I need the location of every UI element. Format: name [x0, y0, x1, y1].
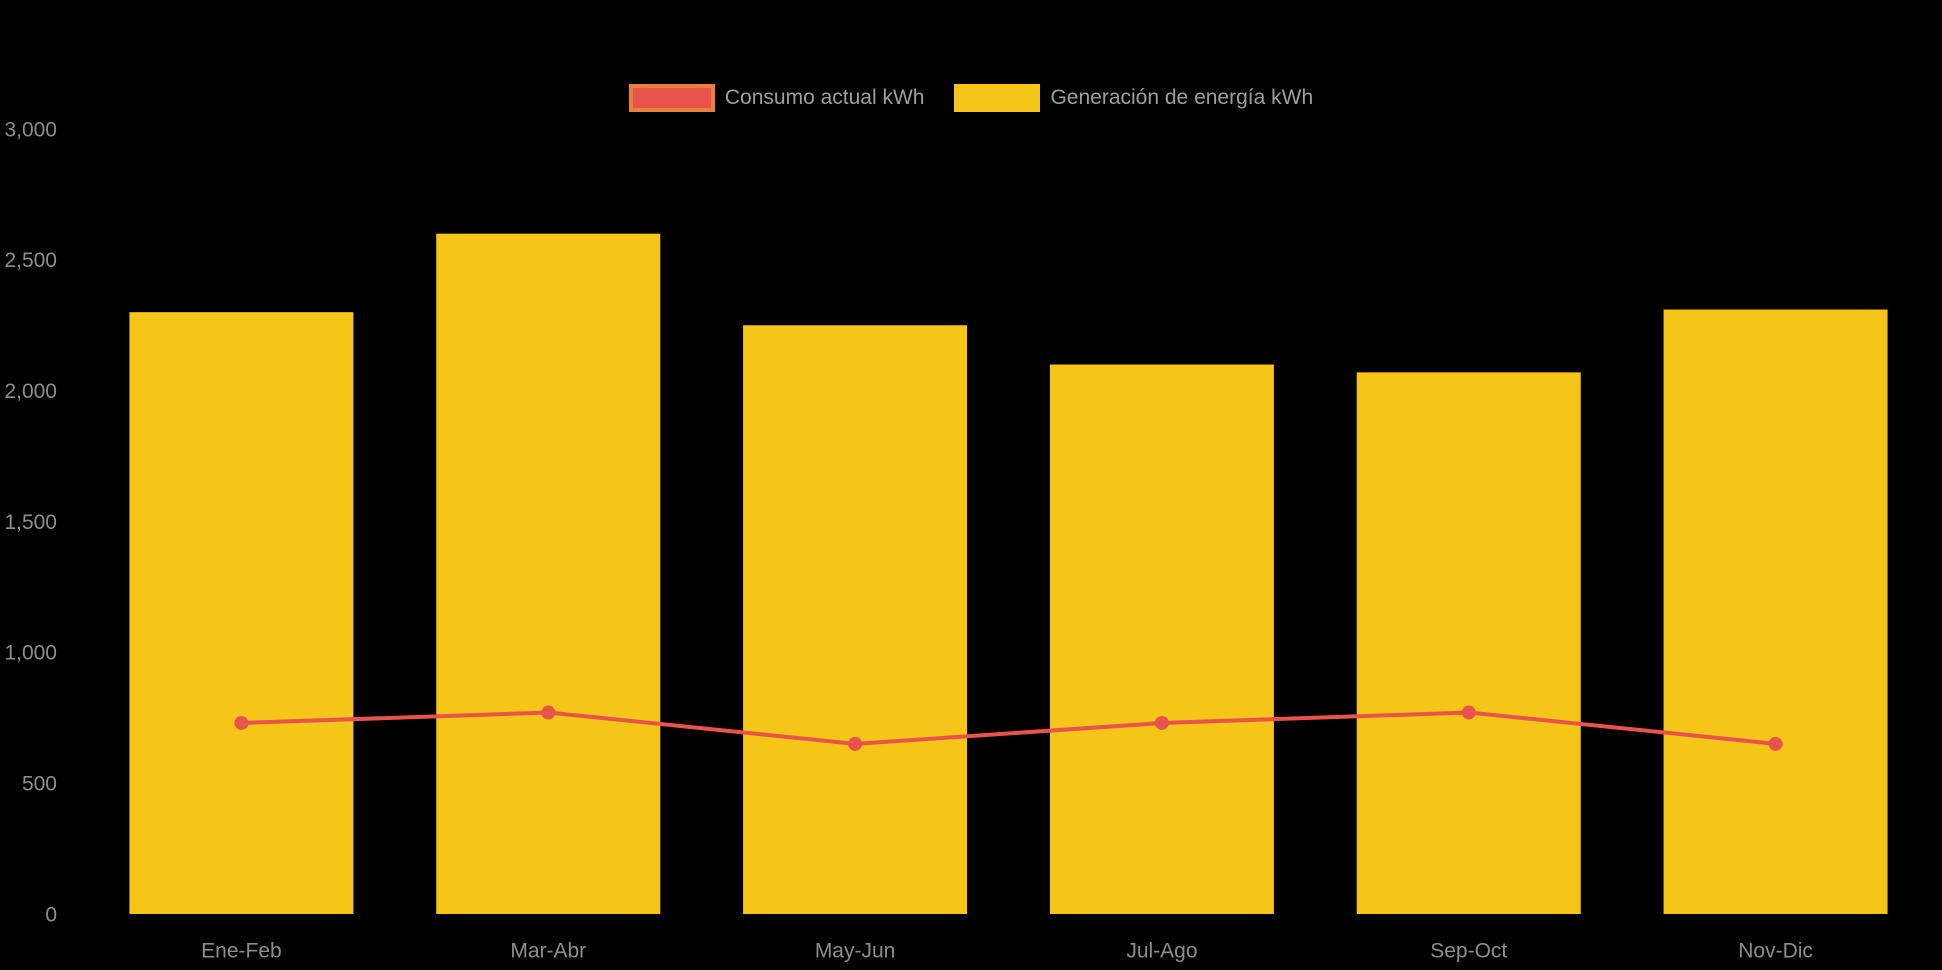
y-tick-label: 2,500 — [4, 249, 57, 272]
y-tick-label: 1,000 — [4, 642, 57, 665]
bar-nov-dic — [1663, 309, 1888, 914]
x-tick-label: Ene-Feb — [201, 939, 282, 962]
x-tick-label: Sep-Oct — [1430, 939, 1507, 962]
y-axis-labels: 0 500 1,000 1,500 2,000 2,500 3,000 — [4, 118, 57, 926]
line-point-may-jun — [848, 736, 863, 751]
bar-ene-feb — [129, 312, 354, 915]
legend-item-generacion[interactable]: Generación de energía kWh — [954, 84, 1313, 112]
bar-jul-ago — [1049, 364, 1274, 914]
x-tick-label: Jul-Ago — [1126, 939, 1197, 962]
bar-may-jun — [743, 325, 968, 914]
x-axis-labels: Ene-Feb Mar-Abr May-Jun Jul-Ago Sep-Oct Nov-D… — [201, 939, 1813, 962]
chart-legend: Consumo actual kWh Generación de energía … — [0, 84, 1942, 112]
y-tick-label: 3,000 — [4, 118, 57, 141]
line-point-nov-dic — [1768, 736, 1783, 751]
legend-label: Consumo actual kWh — [724, 86, 925, 109]
y-tick-label: 500 — [22, 773, 57, 796]
line-point-mar-abr — [541, 705, 556, 720]
line-point-sep-oct — [1461, 705, 1476, 720]
line-point-jul-ago — [1154, 715, 1169, 730]
legend-label: Generación de energía kWh — [1050, 86, 1314, 109]
y-tick-label: 0 — [45, 903, 57, 926]
legend-item-consumo[interactable]: Consumo actual kWh — [628, 84, 925, 112]
line-series-consumo — [234, 705, 1783, 751]
x-tick-label: Nov-Dic — [1738, 939, 1813, 962]
y-tick-label: 1,500 — [4, 511, 57, 534]
y-tick-label: 2,000 — [4, 380, 57, 403]
line-series-swatch — [628, 84, 715, 112]
bar-mar-abr — [436, 233, 661, 914]
bar-series-swatch — [954, 84, 1041, 112]
x-tick-label: May-Jun — [815, 939, 896, 962]
consumo-line — [239, 710, 1778, 746]
bar-series-generacion — [129, 233, 1888, 915]
bar-sep-oct — [1356, 372, 1581, 915]
line-point-ene-feb — [234, 715, 249, 730]
x-tick-label: Mar-Abr — [510, 939, 586, 962]
